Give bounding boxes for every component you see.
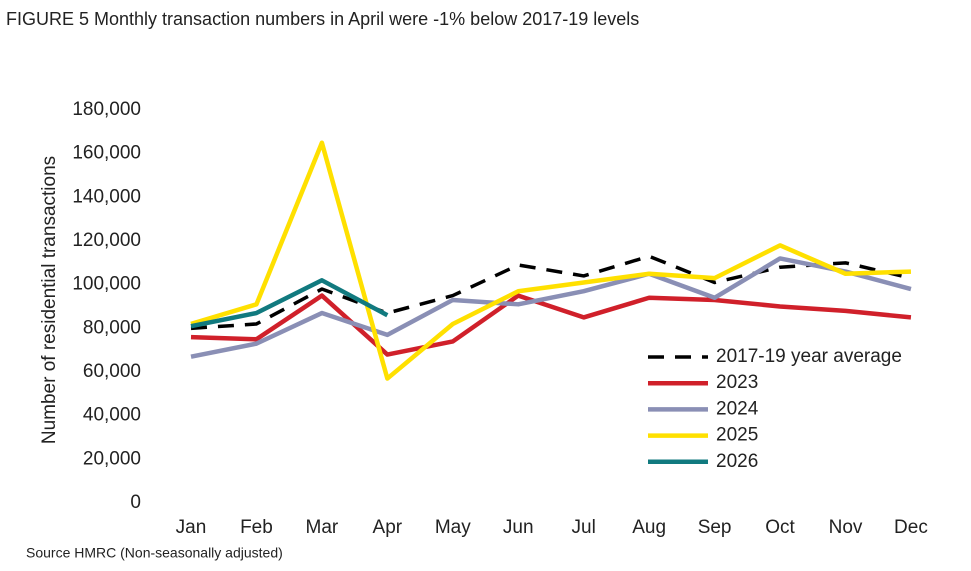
series-line — [190, 278, 389, 329]
series-line — [190, 254, 912, 331]
legend-label: 2024 — [716, 398, 759, 419]
y-tick-label: 180,000 — [72, 99, 141, 120]
y-tick-label: 40,000 — [83, 405, 141, 426]
source: Source HMRC (Non-seasonally adjusted) — [26, 545, 283, 561]
legend-label: 2025 — [716, 425, 758, 446]
x-tick-label: Jul — [572, 517, 596, 538]
x-tick-label: Mar — [306, 517, 339, 538]
y-tick-label: 160,000 — [72, 143, 141, 164]
y-tick-label: 20,000 — [83, 448, 141, 469]
x-tick-label: Jan — [176, 517, 207, 538]
legend-label: 2023 — [716, 372, 758, 393]
x-tick-label: Dec — [894, 517, 928, 538]
y-tick-label: 80,000 — [83, 317, 141, 338]
x-tick-label: Aug — [632, 517, 666, 538]
series-line — [190, 293, 912, 357]
x-tick-label: Nov — [829, 517, 863, 538]
x-tick-label: Jun — [503, 517, 534, 538]
legend-label: 2017-19 year average — [716, 346, 902, 367]
x-tick-label: May — [435, 517, 471, 538]
y-tick-label: 100,000 — [72, 274, 141, 295]
x-tick-label: Oct — [765, 517, 795, 538]
series-line — [190, 140, 912, 381]
x-tick-label: Apr — [373, 517, 403, 538]
chart-title: FIGURE 5 Monthly transaction numbers in … — [6, 9, 639, 29]
y-axis-label: Number of residential transactions — [39, 156, 60, 444]
y-tick-label: 60,000 — [83, 361, 141, 382]
y-tick-label: 0 — [130, 492, 141, 513]
x-tick-label: Feb — [240, 517, 273, 538]
series-line — [190, 256, 912, 359]
legend-label: 2026 — [716, 451, 758, 472]
y-tick-label: 120,000 — [72, 230, 141, 251]
y-tick-label: 140,000 — [72, 186, 141, 207]
x-tick-label: Sep — [698, 517, 732, 538]
